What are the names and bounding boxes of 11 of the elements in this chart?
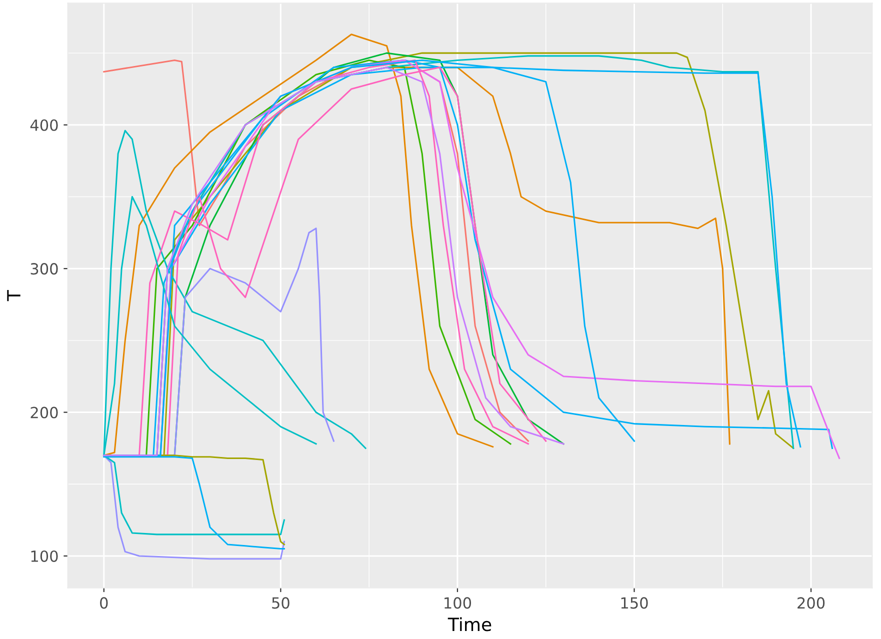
x-tick-label: 200 bbox=[798, 597, 825, 609]
y-axis-title: T bbox=[7, 290, 20, 302]
x-tick-label: 100 bbox=[444, 597, 472, 609]
x-tick-label: 150 bbox=[621, 597, 648, 609]
x-tick-label: 0 bbox=[100, 597, 108, 609]
x-tick-label: 50 bbox=[272, 597, 290, 609]
y-tick-label: 100 bbox=[31, 550, 58, 562]
x-axis-title: Time bbox=[448, 617, 492, 632]
y-tick-label: 200 bbox=[30, 406, 58, 418]
y-tick-label: 400 bbox=[30, 119, 58, 131]
y-tick-label: 300 bbox=[30, 263, 58, 275]
